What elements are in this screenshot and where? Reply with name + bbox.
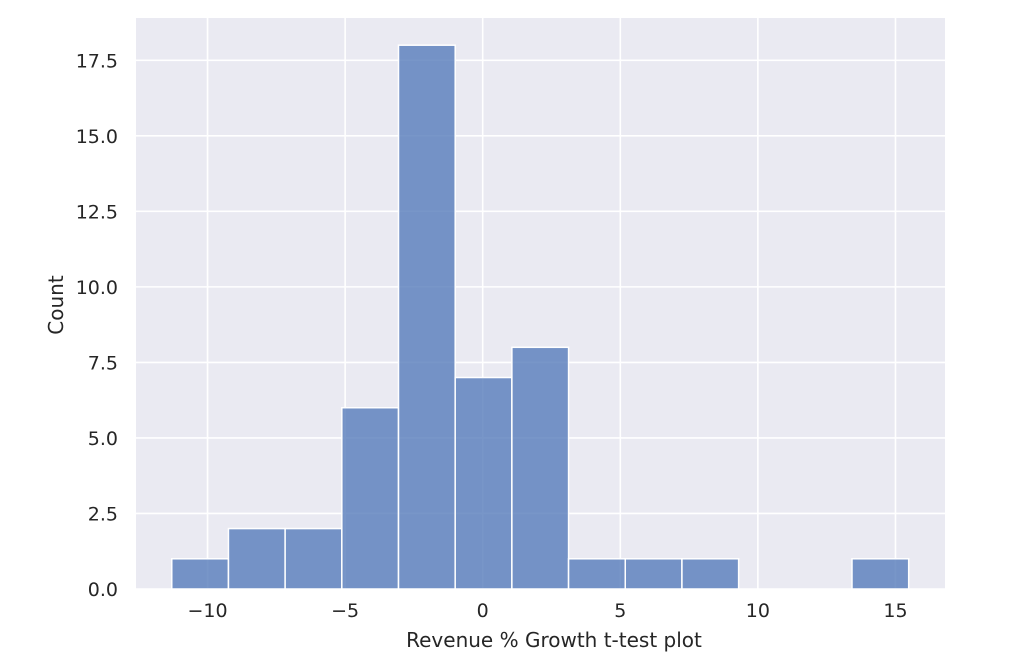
x-axis-label: Revenue % Growth t-test plot <box>406 628 702 652</box>
y-tick-label: 17.5 <box>76 50 118 72</box>
y-tick-label: 0.0 <box>88 579 118 601</box>
bar-4 <box>397 44 456 590</box>
x-tick-label: 15 <box>883 600 907 622</box>
y-axis-ticks: 0.0 2.5 5.0 7.5 10.0 12.5 15.0 17.5 <box>76 50 118 601</box>
bar-8 <box>624 558 683 590</box>
x-tick-label: −5 <box>331 600 359 622</box>
bar-1 <box>227 527 286 590</box>
y-tick-label: 2.5 <box>88 503 118 525</box>
bar-9 <box>681 558 740 590</box>
y-tick-label: 10.0 <box>76 277 118 299</box>
bar-5 <box>454 376 513 590</box>
bar-7 <box>567 558 627 590</box>
y-tick-label: 7.5 <box>88 352 118 374</box>
y-tick-label: 12.5 <box>76 201 118 223</box>
y-tick-label: 5.0 <box>88 428 118 450</box>
y-tick-label: 15.0 <box>76 126 118 148</box>
x-axis-ticks: −10 −5 0 5 10 15 <box>187 600 907 622</box>
bar-0 <box>171 558 230 590</box>
y-axis-label: Count <box>44 275 68 335</box>
x-tick-label: 5 <box>614 600 626 622</box>
bar-12 <box>851 558 910 590</box>
bar-6 <box>511 346 570 590</box>
x-tick-label: −10 <box>187 600 227 622</box>
bar-3 <box>341 406 400 590</box>
bar-2 <box>284 527 343 590</box>
x-tick-label: 0 <box>477 600 489 622</box>
x-tick-label: 10 <box>746 600 770 622</box>
histogram-bars <box>171 44 910 590</box>
